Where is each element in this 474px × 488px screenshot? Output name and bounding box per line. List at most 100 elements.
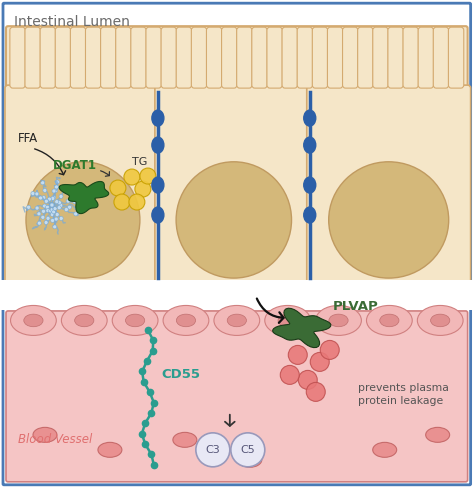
FancyBboxPatch shape [267,27,283,88]
Circle shape [231,433,265,467]
Circle shape [110,180,126,196]
FancyBboxPatch shape [221,27,237,88]
Circle shape [59,216,63,221]
Circle shape [59,194,63,198]
Text: PLVAP: PLVAP [333,301,379,313]
Circle shape [50,203,54,207]
Circle shape [140,168,156,184]
FancyBboxPatch shape [176,27,191,88]
FancyBboxPatch shape [418,27,434,88]
FancyBboxPatch shape [155,85,313,285]
Circle shape [54,188,58,193]
Circle shape [50,203,54,207]
FancyBboxPatch shape [6,311,468,482]
Ellipse shape [152,137,164,153]
Circle shape [66,199,70,203]
Text: TG: TG [132,157,147,167]
FancyBboxPatch shape [5,85,161,285]
Circle shape [55,180,59,184]
Circle shape [57,201,61,204]
FancyBboxPatch shape [358,27,373,88]
Circle shape [52,189,56,193]
Circle shape [50,203,54,207]
Circle shape [53,225,57,229]
Circle shape [43,188,47,192]
Circle shape [50,203,54,207]
Ellipse shape [426,427,450,442]
Ellipse shape [265,305,310,335]
Ellipse shape [126,314,145,327]
Circle shape [55,213,59,217]
Text: C5: C5 [240,445,255,455]
Circle shape [50,203,54,207]
Ellipse shape [26,162,140,278]
Circle shape [280,366,299,385]
FancyBboxPatch shape [191,27,207,88]
Text: Blood Vessel: Blood Vessel [18,433,92,447]
Ellipse shape [430,314,450,327]
Circle shape [50,203,54,207]
FancyBboxPatch shape [343,27,358,88]
FancyBboxPatch shape [3,3,471,485]
Ellipse shape [98,442,122,457]
Circle shape [59,203,63,207]
Circle shape [64,207,68,212]
Ellipse shape [173,432,197,447]
Ellipse shape [10,305,56,335]
FancyBboxPatch shape [6,26,468,286]
Circle shape [50,203,54,207]
FancyBboxPatch shape [116,27,131,88]
Text: FFA: FFA [18,132,38,144]
Circle shape [50,203,54,207]
Ellipse shape [24,314,43,327]
Circle shape [124,169,140,185]
FancyBboxPatch shape [70,27,86,88]
FancyBboxPatch shape [252,27,267,88]
Circle shape [50,203,54,207]
FancyBboxPatch shape [25,27,40,88]
Polygon shape [273,308,331,347]
FancyBboxPatch shape [10,27,25,88]
Circle shape [298,370,317,389]
Text: prevents plasma
protein leakage: prevents plasma protein leakage [358,383,448,407]
Ellipse shape [304,177,316,193]
Circle shape [27,205,31,209]
Text: CD55: CD55 [162,368,201,382]
Ellipse shape [366,305,412,335]
Circle shape [35,206,39,210]
Ellipse shape [380,314,399,327]
Polygon shape [59,182,109,214]
Ellipse shape [278,314,297,327]
Ellipse shape [417,305,463,335]
FancyBboxPatch shape [373,27,388,88]
FancyBboxPatch shape [328,27,343,88]
FancyBboxPatch shape [388,27,403,88]
Circle shape [46,205,49,209]
Circle shape [50,203,54,207]
Circle shape [43,204,46,208]
Circle shape [306,383,325,401]
FancyBboxPatch shape [403,27,419,88]
Ellipse shape [304,110,316,126]
FancyBboxPatch shape [85,27,101,88]
Circle shape [54,217,58,221]
FancyBboxPatch shape [207,27,222,88]
Ellipse shape [373,442,397,457]
FancyBboxPatch shape [131,27,146,88]
FancyBboxPatch shape [433,27,448,88]
Circle shape [55,185,58,189]
Circle shape [50,207,54,212]
Circle shape [47,197,52,201]
Ellipse shape [75,314,94,327]
Ellipse shape [152,207,164,223]
Ellipse shape [304,137,316,153]
Circle shape [50,203,54,207]
FancyBboxPatch shape [282,27,297,88]
Circle shape [114,194,130,210]
Circle shape [41,215,45,219]
FancyBboxPatch shape [307,85,471,285]
Circle shape [52,195,56,200]
Circle shape [50,203,54,207]
Ellipse shape [328,162,449,278]
Circle shape [50,203,54,207]
